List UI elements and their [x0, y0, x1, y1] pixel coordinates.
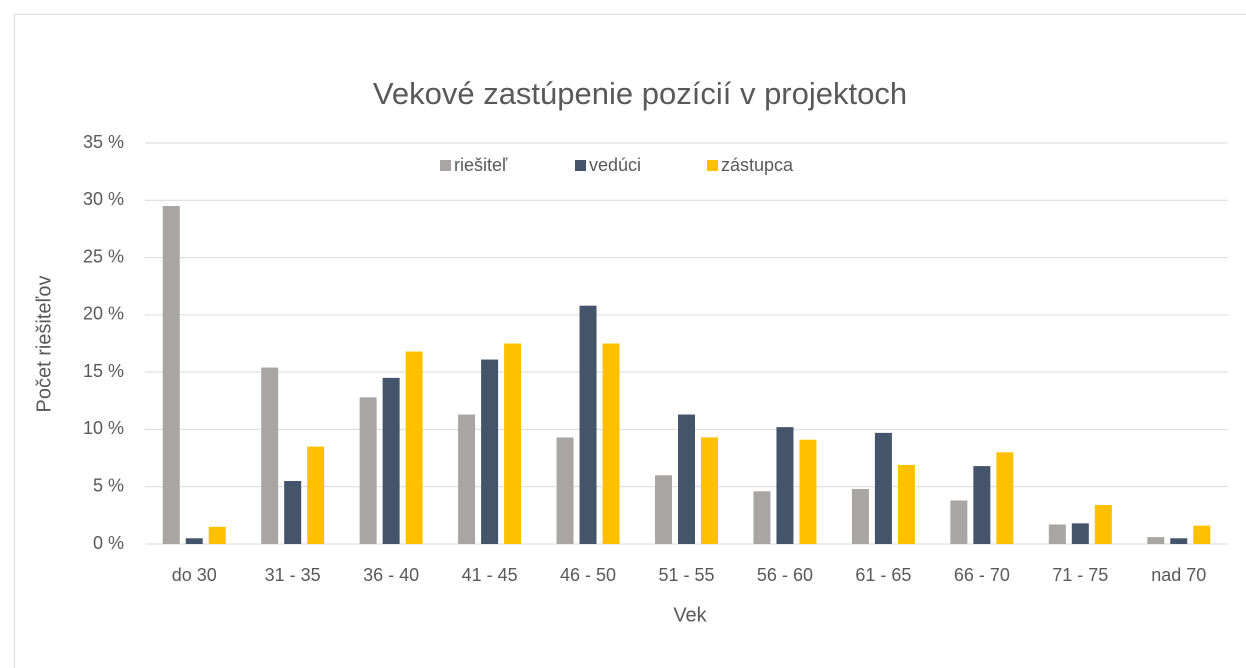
y-tick-label: 10 %: [83, 418, 124, 438]
bar: [602, 343, 620, 544]
x-tick-label: 31 - 35: [265, 565, 321, 585]
bar: [874, 432, 892, 544]
legend-swatch: [575, 160, 586, 171]
bar: [307, 446, 325, 544]
bar: [897, 464, 915, 544]
bar: [208, 526, 226, 544]
bar: [753, 491, 771, 544]
bar: [405, 351, 423, 544]
y-tick-label: 5 %: [93, 475, 124, 495]
bar: [776, 427, 794, 544]
legend-label: vedúci: [589, 155, 641, 175]
bar: [1147, 537, 1165, 544]
bar: [851, 489, 869, 544]
bar: [655, 475, 672, 544]
y-tick-label: 0 %: [93, 533, 124, 553]
bar: [185, 538, 203, 544]
x-tick-label: do 30: [172, 565, 217, 585]
bar: [950, 500, 968, 544]
bar: [996, 452, 1014, 544]
bar: [1071, 523, 1089, 544]
x-tick-label: nad 70: [1151, 565, 1206, 585]
bar: [458, 414, 476, 544]
bar: [382, 377, 400, 544]
chart-border: [14, 14, 1246, 668]
y-tick-label: 25 %: [83, 246, 124, 266]
bar: [1094, 505, 1112, 544]
y-tick-label: 30 %: [83, 189, 124, 209]
bar: [162, 206, 180, 544]
x-tick-label: 41 - 45: [462, 565, 518, 585]
bar: [579, 305, 597, 544]
y-tick-label: 20 %: [83, 304, 124, 324]
x-axis-label: Vek: [673, 604, 707, 626]
bar: [556, 437, 574, 544]
legend-swatch: [707, 160, 718, 171]
x-tick-label: 56 - 60: [757, 565, 813, 585]
bar: [284, 480, 302, 544]
chart-title: Vekové zastúpenie pozícií v projektoch: [373, 76, 907, 111]
bar: [261, 367, 279, 544]
bar: [481, 359, 499, 544]
y-tick-label: 35 %: [83, 132, 124, 152]
bar: [701, 437, 718, 544]
x-tick-label: 51 - 55: [658, 565, 714, 585]
legend-label: zástupca: [721, 155, 794, 175]
bar: [973, 466, 991, 544]
bar: [799, 439, 817, 544]
x-tick-label: 46 - 50: [560, 565, 616, 585]
y-tick-label: 15 %: [83, 361, 124, 381]
y-axis-label: Počet riešiteľov: [33, 275, 55, 412]
bar: [678, 414, 695, 544]
bar: [359, 397, 377, 544]
bar: [504, 343, 522, 544]
legend-swatch: [440, 160, 451, 171]
x-tick-label: 61 - 65: [855, 565, 911, 585]
legend-label: riešiteľ: [454, 155, 508, 175]
bar: [1048, 524, 1066, 544]
x-tick-label: 36 - 40: [363, 565, 419, 585]
bar: [1193, 525, 1211, 544]
x-tick-label: 71 - 75: [1052, 565, 1108, 585]
x-tick-label: 66 - 70: [954, 565, 1010, 585]
bar: [1170, 538, 1188, 544]
